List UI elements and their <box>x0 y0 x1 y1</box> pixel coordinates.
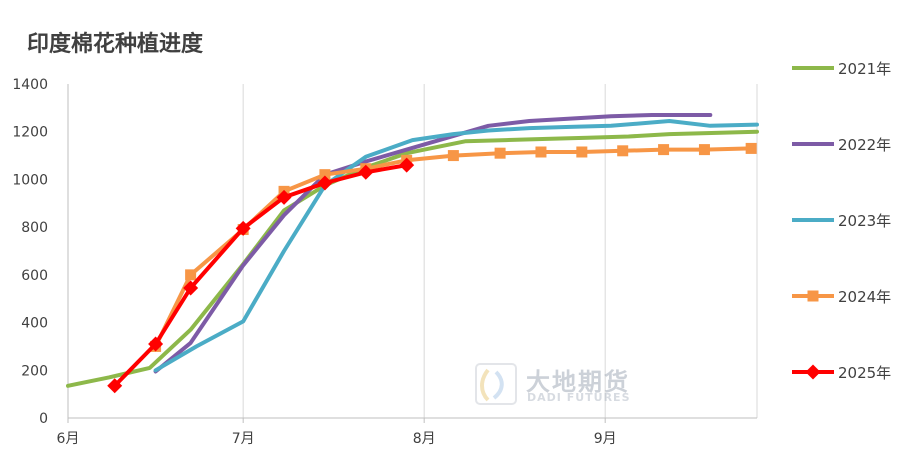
data-point-marker <box>698 144 710 156</box>
y-tick-label: 1400 <box>12 77 48 93</box>
legend-label: 2024年 <box>838 288 892 306</box>
y-tick-label: 800 <box>21 220 48 236</box>
data-point-marker <box>319 169 331 181</box>
legend-label: 2021年 <box>838 60 892 78</box>
chart-title: 印度棉花种植进度 <box>27 32 204 57</box>
data-point-marker <box>399 157 415 173</box>
x-tick-label: 6月 <box>57 431 80 447</box>
y-tick-label: 400 <box>21 316 48 332</box>
data-point-marker <box>658 144 670 156</box>
data-point-marker <box>617 145 629 157</box>
y-tick-label: 200 <box>21 363 48 379</box>
data-point-marker <box>745 142 757 154</box>
series-line <box>66 129 759 388</box>
data-point-marker <box>183 280 199 296</box>
data-point-marker <box>107 378 123 394</box>
legend-label: 2022年 <box>838 136 892 154</box>
dadi-logo-icon <box>475 363 517 405</box>
legend-item: 2023年 <box>784 204 904 234</box>
watermark-logo: 大地期货 DADI FUTURES <box>474 360 664 410</box>
y-tick-label: 600 <box>21 268 48 284</box>
series-line <box>153 119 759 373</box>
legend-swatch <box>792 290 834 302</box>
y-tick-label: 1200 <box>12 125 48 141</box>
watermark-text-en: DADI FUTURES <box>527 391 631 404</box>
x-tick-label: 9月 <box>594 431 617 447</box>
y-tick-label: 0 <box>39 411 48 427</box>
data-point-marker <box>317 175 333 191</box>
x-tick-label: 7月 <box>232 431 255 447</box>
legend-swatch <box>792 66 834 70</box>
legend-swatch <box>792 142 834 146</box>
data-point-marker <box>276 189 292 205</box>
x-tick-labels: 6月 7月 8月 9月 <box>57 431 617 447</box>
data-point-marker <box>535 146 547 158</box>
x-tick-label: 8月 <box>413 431 436 447</box>
legend-item: 2022年 <box>784 128 904 158</box>
series-2023年 <box>153 119 759 373</box>
data-point-marker <box>358 164 374 180</box>
data-point-marker <box>494 147 506 159</box>
y-tick-labels: 0 200 400 600 800 1000 1200 1400 <box>12 77 48 427</box>
legend-item: 2024年 <box>784 280 904 310</box>
data-point-marker <box>148 336 164 352</box>
series-line <box>153 113 713 374</box>
legend-swatch <box>792 218 834 222</box>
series-2021年 <box>66 129 759 388</box>
data-point-marker <box>235 220 251 236</box>
data-point-marker <box>185 269 197 281</box>
legend-label: 2023年 <box>838 212 892 230</box>
legend-item: 2025年 <box>784 356 904 386</box>
data-point-marker <box>447 150 459 162</box>
y-tick-label: 1000 <box>12 172 48 188</box>
series-line <box>112 163 409 388</box>
watermark-text-cn: 大地期货 <box>526 368 630 396</box>
legend-item: 2021年 <box>784 52 904 82</box>
legend-swatch-marker <box>805 364 821 380</box>
legend-label: 2025年 <box>838 364 892 382</box>
legend-swatch-marker <box>807 290 819 302</box>
data-point-marker <box>576 146 588 158</box>
axes <box>67 84 757 423</box>
series-group <box>66 113 759 394</box>
series-2025年 <box>107 157 415 394</box>
legend-swatch <box>792 364 834 380</box>
series-2022年 <box>153 113 713 374</box>
